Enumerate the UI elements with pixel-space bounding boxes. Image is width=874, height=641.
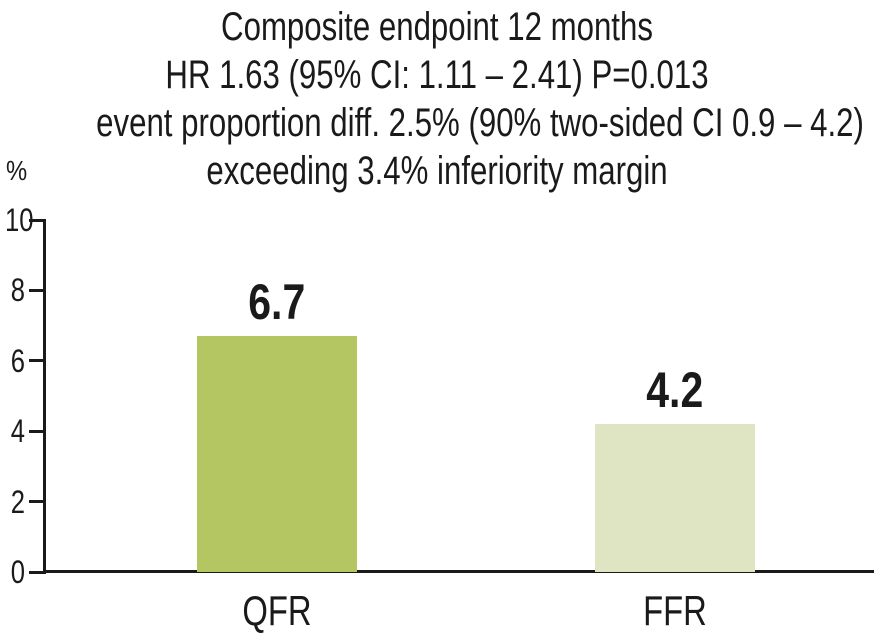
y-axis-unit-label: % [6, 155, 28, 186]
x-axis-category-label-ffr: FFR [643, 587, 707, 634]
y-axis-tick [29, 359, 46, 363]
y-axis-tick-label: 6 [10, 342, 25, 379]
y-axis-tick-label: 0 [10, 554, 25, 590]
y-axis-line [43, 219, 46, 573]
x-axis-category-label-qfr: QFR [242, 587, 312, 634]
y-axis-tick-label: 8 [10, 272, 25, 309]
y-axis-tick [29, 500, 46, 504]
x-axis-line [43, 570, 874, 573]
y-axis-tick [29, 218, 46, 222]
bar-group-ffr: 4.2 [595, 365, 755, 572]
y-axis-tick-label: 10 [5, 202, 34, 238]
bar-qfr [197, 336, 357, 572]
y-axis-tick [29, 429, 46, 433]
bar-group-qfr: 6.7 [197, 277, 357, 572]
bar-ffr [595, 424, 755, 572]
chart-title-line-3: event proportion diff. 2.5% (90% two-sid… [96, 101, 864, 145]
chart-title-block: Composite endpoint 12 months HR 1.63 (95… [0, 3, 874, 195]
bar-value-label-ffr: 4.2 [646, 362, 704, 418]
y-axis-tick [29, 570, 46, 574]
chart-title-line-2: HR 1.63 (95% CI: 1.11 – 2.41) P=0.013 [165, 53, 709, 97]
y-axis-tick-label: 2 [10, 483, 25, 520]
bar-value-label-qfr: 6.7 [248, 274, 306, 330]
y-axis-tick [29, 288, 46, 292]
y-axis-tick-label: 4 [10, 413, 25, 450]
chart-title-line-1: Composite endpoint 12 months [221, 5, 653, 49]
chart-title-line-4: exceeding 3.4% inferiority margin [206, 149, 668, 193]
